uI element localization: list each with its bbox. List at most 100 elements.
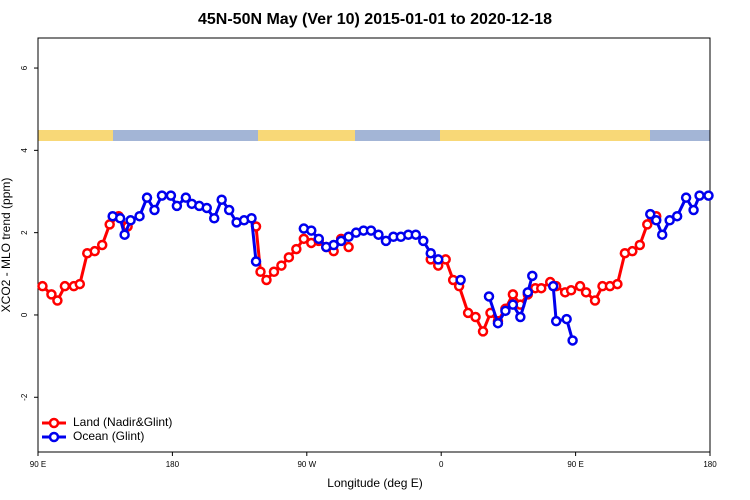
data-point xyxy=(335,235,347,247)
data-point xyxy=(671,210,683,222)
data-point xyxy=(425,247,436,259)
data-point xyxy=(645,208,656,220)
legend-label: Land (Nadir&Glint) xyxy=(73,415,172,429)
legend-marker xyxy=(48,431,60,443)
data-point xyxy=(507,299,519,310)
data-point xyxy=(276,260,287,271)
data-point xyxy=(343,241,354,253)
data-point xyxy=(74,278,86,290)
data-point xyxy=(589,295,601,306)
data-point xyxy=(119,229,130,240)
data-point xyxy=(650,215,662,226)
data-point xyxy=(565,285,577,296)
data-point xyxy=(680,192,692,203)
data-point xyxy=(255,266,266,277)
x-tick-label: 90 W xyxy=(297,460,316,469)
data-point xyxy=(96,239,108,251)
data-point xyxy=(223,204,235,216)
data-point xyxy=(216,194,227,205)
data-point xyxy=(492,317,504,329)
data-point xyxy=(642,219,653,230)
legend-label: Ocean (Glint) xyxy=(73,429,144,443)
y-tick-label: 2 xyxy=(20,230,29,235)
data-point xyxy=(515,311,526,323)
data-point xyxy=(418,235,429,247)
data-point xyxy=(507,289,519,300)
data-point xyxy=(477,326,489,337)
data-point xyxy=(664,215,675,226)
data-point xyxy=(612,278,623,290)
data-point xyxy=(208,213,220,224)
data-point xyxy=(522,287,534,298)
data-point xyxy=(634,239,646,251)
data-point xyxy=(574,280,586,292)
data-point xyxy=(104,219,115,230)
data-point xyxy=(580,287,592,298)
data-point xyxy=(483,291,495,302)
data-point xyxy=(313,233,324,245)
data-point xyxy=(694,190,705,201)
data-point xyxy=(46,289,57,300)
data-point xyxy=(470,311,481,323)
series-line xyxy=(41,214,129,303)
data-point xyxy=(180,192,192,203)
data-point xyxy=(89,245,100,257)
data-point xyxy=(547,280,559,292)
data-point xyxy=(125,215,136,226)
data-point xyxy=(246,213,257,224)
y-tick-label: -2 xyxy=(20,393,29,401)
data-point xyxy=(656,229,668,240)
data-point xyxy=(283,252,295,263)
x-tick-label: 90 E xyxy=(30,460,46,469)
data-point xyxy=(134,210,145,222)
y-tick-label: 4 xyxy=(20,148,29,153)
data-point xyxy=(365,225,377,236)
data-point xyxy=(688,204,699,216)
data-point xyxy=(149,204,160,216)
series-line xyxy=(551,286,575,341)
data-point xyxy=(536,282,547,294)
x-tick-label: 0 xyxy=(439,460,444,469)
chart-title: 45N-50N May (Ver 10) 2015-01-01 to 2020-… xyxy=(198,11,552,28)
data-point xyxy=(298,233,310,245)
data-point xyxy=(550,315,562,327)
data-point xyxy=(343,231,354,243)
data-point xyxy=(114,213,126,224)
data-point xyxy=(380,235,392,247)
y-tick-label: 6 xyxy=(20,65,29,70)
data-point xyxy=(261,274,272,286)
y-axis-title: XCO2 - MLO trend (ppm) xyxy=(0,178,13,313)
data-point xyxy=(59,280,71,292)
data-point xyxy=(561,313,572,325)
y-tick-label: 0 xyxy=(20,312,29,317)
data-point xyxy=(291,243,302,255)
data-point xyxy=(432,254,444,265)
data-point xyxy=(500,305,511,317)
data-point xyxy=(455,274,466,286)
land-ocean-strip xyxy=(38,130,710,141)
data-point xyxy=(328,239,339,251)
data-point xyxy=(410,229,422,240)
x-axis-title: Longitude (deg E) xyxy=(327,476,422,490)
data-point xyxy=(703,190,714,201)
data-point xyxy=(171,200,183,212)
data-point xyxy=(306,225,317,236)
series-line xyxy=(112,194,258,262)
data-point xyxy=(567,335,578,346)
legend-marker xyxy=(48,417,60,429)
x-tick-label: 90 E xyxy=(567,460,583,469)
data-point xyxy=(627,245,638,257)
x-tick-label: 180 xyxy=(703,460,717,469)
data-point xyxy=(201,202,212,214)
x-tick-label: 180 xyxy=(166,460,180,469)
data-point xyxy=(268,266,280,277)
data-point xyxy=(141,192,153,203)
data-point xyxy=(165,190,177,201)
plot-frame xyxy=(37,37,711,453)
data-point xyxy=(52,295,63,306)
data-point xyxy=(527,270,538,282)
data-point xyxy=(462,307,474,319)
data-point xyxy=(156,190,168,201)
data-point xyxy=(37,280,48,292)
